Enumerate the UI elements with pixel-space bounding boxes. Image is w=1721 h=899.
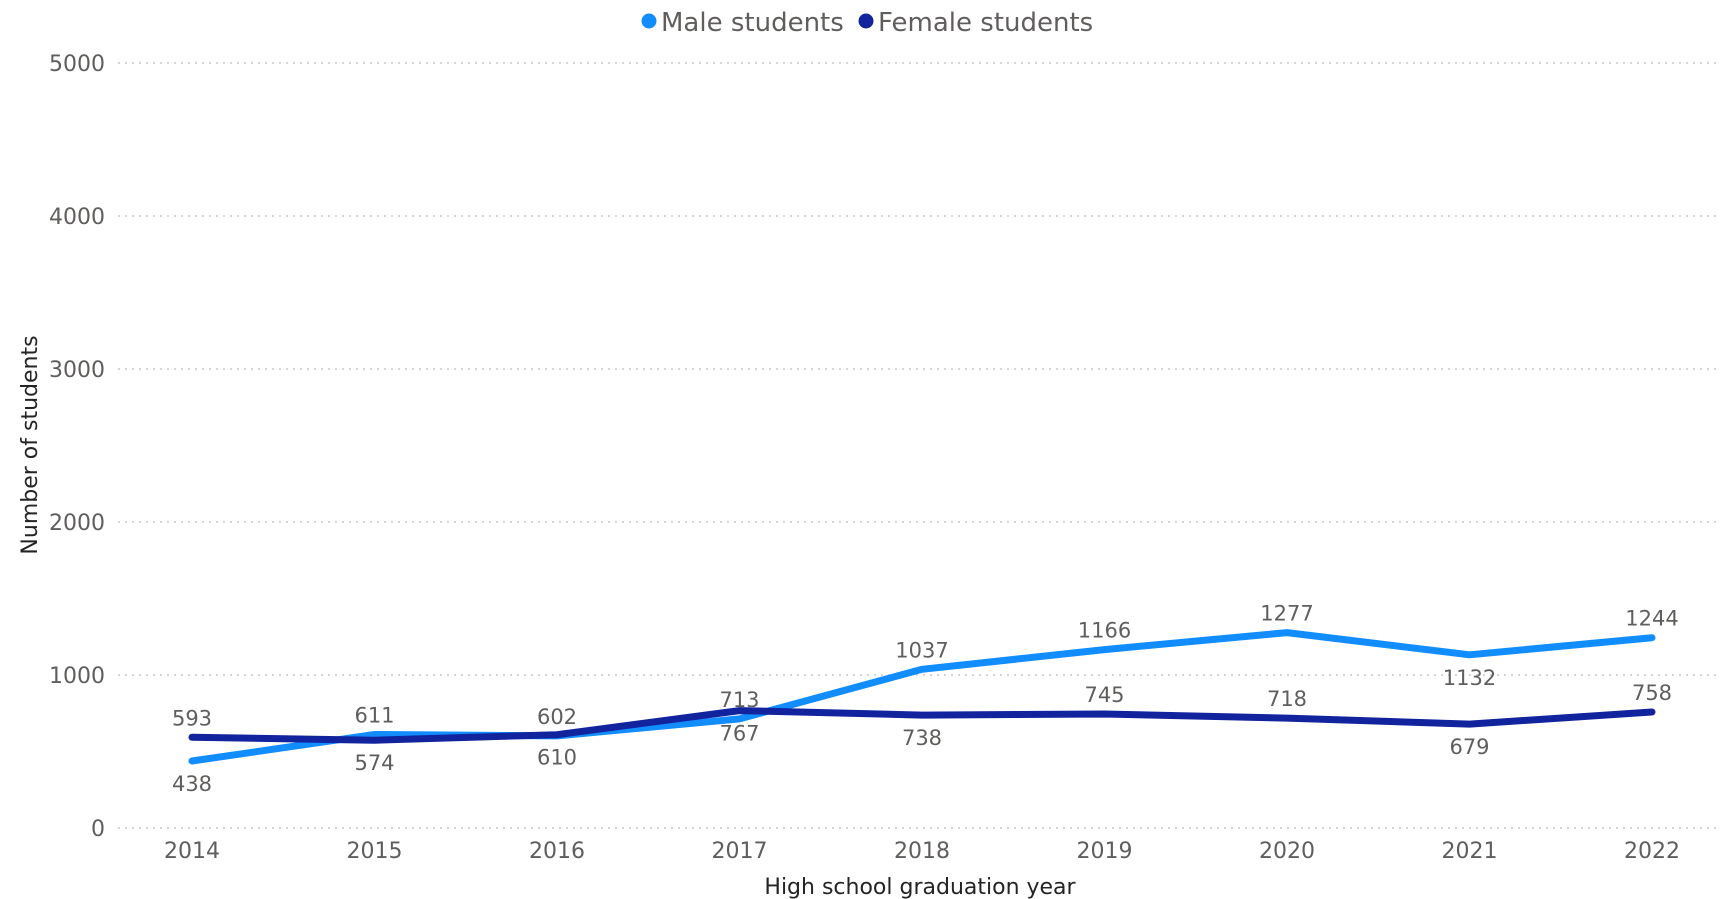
y-tick-label: 2000 [49, 511, 105, 536]
y-tick-label: 3000 [49, 358, 105, 383]
y-tick-label: 0 [91, 817, 105, 842]
data-label: 745 [1084, 683, 1124, 707]
data-label: 679 [1449, 735, 1489, 759]
data-label: 738 [902, 726, 942, 750]
legend: Male students Female students [641, 8, 1093, 38]
data-label: 574 [354, 751, 394, 775]
x-tick-label: 2018 [894, 839, 950, 864]
legend-label: Female students [878, 8, 1093, 38]
x-tick-label: 2017 [712, 839, 768, 864]
legend-marker-female-students [858, 13, 874, 29]
x-tick-label: 2019 [1077, 839, 1133, 864]
x-tick-label: 2020 [1259, 839, 1315, 864]
x-axis-title: High school graduation year [764, 875, 1076, 899]
data-label: 767 [719, 722, 759, 746]
legend-marker-male-students [641, 13, 657, 29]
data-label: 610 [537, 746, 577, 770]
data-label: 713 [719, 688, 759, 712]
data-label: 1277 [1260, 602, 1313, 626]
data-label: 438 [172, 772, 212, 796]
data-label: 593 [172, 706, 212, 730]
y-tick-label: 1000 [49, 664, 105, 689]
x-axis: 2014 2015 2016 2017 2018 2019 2020 2021 2022 [164, 839, 1680, 864]
y-axis-title: Number of students [18, 335, 43, 554]
x-tick-label: 2016 [529, 839, 585, 864]
x-tick-label: 2021 [1442, 839, 1498, 864]
gridlines [118, 62, 1718, 829]
data-label: 611 [354, 704, 394, 728]
x-tick-label: 2015 [347, 839, 403, 864]
legend-label: Male students [661, 8, 844, 38]
y-tick-label: 5000 [49, 52, 105, 77]
data-label: 1037 [895, 638, 948, 662]
x-tick-label: 2014 [164, 839, 220, 864]
x-tick-label: 2022 [1624, 839, 1680, 864]
data-label: 602 [537, 705, 577, 729]
data-label: 1132 [1443, 666, 1496, 690]
data-label: 718 [1267, 687, 1307, 711]
data-label: 1244 [1625, 607, 1678, 631]
data-label: 758 [1632, 681, 1672, 705]
y-tick-label: 4000 [49, 205, 105, 230]
data-label: 1166 [1078, 619, 1131, 643]
series-lines [188, 629, 1656, 765]
data-labels: 438 611 602 713 1037 1166 1277 1132 1244 593 574 61… [172, 602, 1679, 796]
series-line-female-students [188, 707, 1656, 744]
y-axis: 0 1000 2000 3000 4000 5000 [49, 52, 105, 842]
